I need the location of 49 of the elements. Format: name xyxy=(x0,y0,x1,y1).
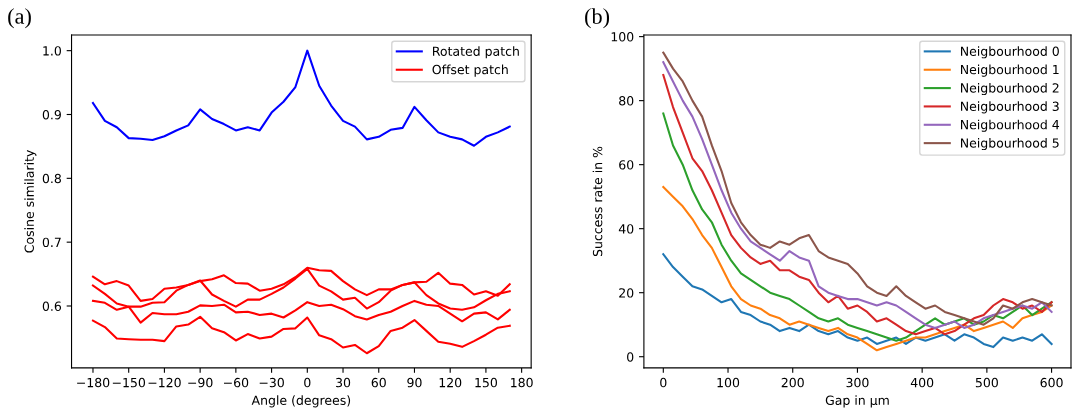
line-series xyxy=(91,315,511,355)
line-series xyxy=(662,186,1053,352)
y-tick-label: 40 xyxy=(618,224,634,234)
x-axis-title: Gap in µm xyxy=(825,395,889,408)
x-tick-label: 0 xyxy=(660,377,667,388)
y-tick-label: 0.7 xyxy=(42,237,61,248)
legend-label: Neigbourhood 1 xyxy=(961,64,1059,77)
chart-title: (b) xyxy=(585,8,610,29)
chart-title: (a) xyxy=(8,8,31,29)
y-tick-label: 60 xyxy=(619,160,634,170)
x-tick-label: 600 xyxy=(1040,377,1063,388)
x-tick-label: 120 xyxy=(439,377,462,388)
x-tick-label: −90 xyxy=(188,377,213,388)
legend-label: Neigbourhood 3 xyxy=(961,101,1059,114)
x-tick-label: 200 xyxy=(781,377,804,388)
x-tick-label: 300 xyxy=(846,377,869,388)
x-tick-label: 30 xyxy=(336,377,351,388)
line-series xyxy=(662,112,1053,342)
y-axis-title: Cosine similarity xyxy=(24,150,37,253)
legend-label: Neigbourhood 4 xyxy=(961,119,1060,132)
x-tick-label: 100 xyxy=(717,377,740,388)
x-tick-label: −60 xyxy=(224,377,249,388)
x-tick-label: 500 xyxy=(975,377,998,388)
x-tick-label: 150 xyxy=(475,377,498,388)
legend-label: Rotated patch xyxy=(433,46,519,59)
y-tick-label: 0 xyxy=(627,352,634,362)
legend-label: Neigbourhood 5 xyxy=(961,138,1059,151)
x-tick-label: 60 xyxy=(371,377,386,388)
y-tick-label: 1.0 xyxy=(43,46,61,56)
line-series xyxy=(662,253,1053,349)
x-tick-label: 180 xyxy=(511,377,533,388)
x-tick-label: 90 xyxy=(407,377,422,388)
x-tick-label: 0 xyxy=(304,377,311,388)
x-tick-label: 400 xyxy=(910,377,934,388)
y-tick-label: 80 xyxy=(619,96,634,106)
x-tick-label: −120 xyxy=(148,377,181,388)
x-tick-label: −180 xyxy=(77,377,110,388)
x-axis-title: Angle (degrees) xyxy=(251,395,351,408)
legend-label: Offset patch xyxy=(432,64,508,77)
x-tick-label: −150 xyxy=(112,377,146,388)
y-tick-label: 0.6 xyxy=(42,301,62,311)
legend-label: Neigbourhood 0 xyxy=(961,46,1059,59)
legend-label: Neigbourhood 2 xyxy=(961,82,1059,96)
y-tick-label: 0.9 xyxy=(42,109,61,120)
y-tick-label: 0.8 xyxy=(42,173,61,184)
y-tick-label: 100 xyxy=(611,32,634,42)
x-tick-label: −30 xyxy=(259,377,284,388)
y-axis-title: Success rate in % xyxy=(592,146,603,257)
y-tick-label: 20 xyxy=(619,288,634,298)
